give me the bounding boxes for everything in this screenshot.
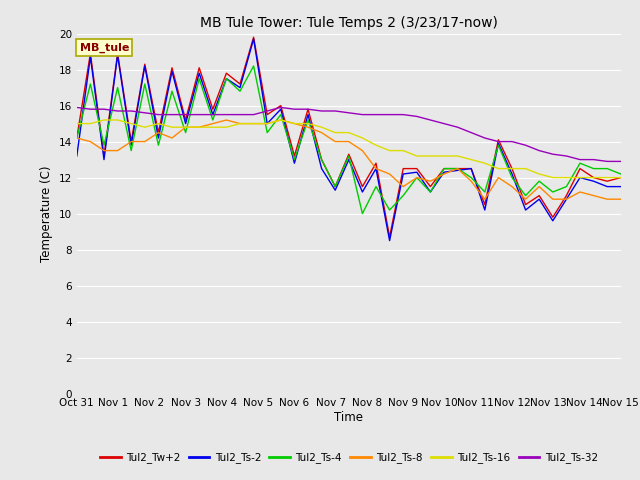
X-axis label: Time: Time xyxy=(334,411,364,424)
Y-axis label: Temperature (C): Temperature (C) xyxy=(40,165,53,262)
Title: MB Tule Tower: Tule Temps 2 (3/23/17-now): MB Tule Tower: Tule Temps 2 (3/23/17-now… xyxy=(200,16,498,30)
Text: MB_tule: MB_tule xyxy=(79,43,129,53)
Legend: Tul2_Tw+2, Tul2_Ts-2, Tul2_Ts-4, Tul2_Ts-8, Tul2_Ts-16, Tul2_Ts-32: Tul2_Tw+2, Tul2_Ts-2, Tul2_Ts-4, Tul2_Ts… xyxy=(95,448,602,468)
